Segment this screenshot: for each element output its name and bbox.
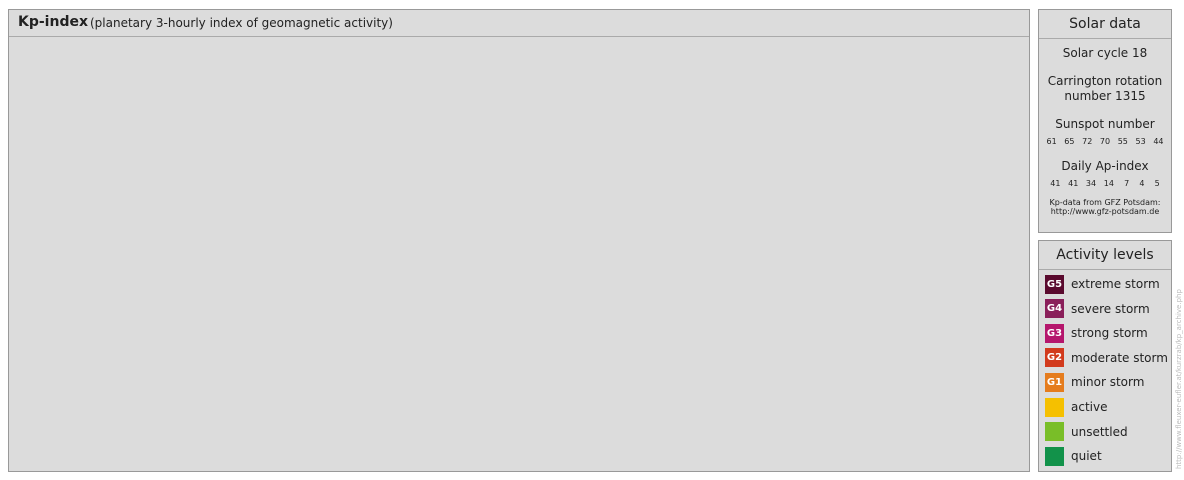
- legend-item: G3 strong storm: [1045, 323, 1148, 343]
- solar-cycle: Solar cycle 18: [1062, 46, 1148, 60]
- kp-chart-panel: Kp-index (planetary 3-hourly index of ge…: [8, 9, 1030, 472]
- legend-item: G2 moderate storm: [1045, 348, 1168, 368]
- legend-label: minor storm: [1071, 375, 1145, 390]
- chart-subtitle: (planetary 3-hourly index of geomagnetic…: [90, 16, 393, 30]
- legend-item: G1 minor storm: [1045, 372, 1144, 392]
- legend-label: extreme storm: [1071, 277, 1160, 291]
- legend-label: quiet: [1071, 449, 1102, 464]
- legend-label: active: [1071, 400, 1108, 414]
- chart-title: Kp-index: [18, 14, 88, 30]
- sunspot-values: 61 65 72 70 55 53 44: [1046, 137, 1164, 146]
- chart-header: Kp-index (planetary 3-hourly index of ge…: [9, 10, 1029, 37]
- sunspot-title: Sunspot number: [1055, 117, 1155, 131]
- ap-index-title: Daily Ap-index: [1061, 159, 1149, 173]
- solar-data-panel: Solar data Solar cycle 18 Carrington rot…: [1038, 9, 1172, 233]
- legend-item: G4 severe storm: [1045, 299, 1150, 319]
- watermark: http://www.fleuxer-eufler.at/kurzrab/kp_…: [1175, 289, 1183, 469]
- legend-swatch: G2: [1045, 348, 1064, 368]
- legend-swatch: G4: [1045, 299, 1064, 319]
- kp-credit-line2: http://www.gfz-potsdam.de: [1050, 207, 1160, 216]
- legend-swatch: [1045, 446, 1064, 466]
- ap-index-values: 41 41 34 14 7 4 5: [1050, 179, 1160, 188]
- carrington-rotation-line1: Carrington rotation: [1047, 74, 1163, 88]
- carrington-rotation-line2: number 1315: [1064, 89, 1146, 103]
- kp-credit-line1: Kp-data from GFZ Potsdam:: [1049, 198, 1161, 207]
- legend-swatch: G3: [1045, 323, 1064, 343]
- activity-levels-title: Activity levels: [1039, 241, 1171, 270]
- legend-swatch: [1045, 397, 1064, 417]
- legend-item: quiet: [1045, 446, 1102, 466]
- legend-swatch: G5: [1045, 274, 1064, 294]
- legend-item: G5 extreme storm: [1045, 274, 1160, 294]
- legend-label: strong storm: [1071, 326, 1148, 341]
- legend-label: unsettled: [1071, 424, 1128, 439]
- legend-item: active: [1045, 397, 1107, 417]
- legend-swatch: [1045, 422, 1064, 442]
- legend-swatch: G1: [1045, 372, 1064, 392]
- legend-label: severe storm: [1071, 301, 1150, 316]
- watermark-text: http://www.fleuxer-eufler.at/kurzrab/kp_…: [1175, 289, 1183, 469]
- legend-label: moderate storm: [1071, 350, 1168, 365]
- activity-levels-panel: Activity levels G5 extreme storm G4 severe …: [1038, 240, 1172, 472]
- solar-data-title: Solar data: [1039, 10, 1171, 39]
- legend-item: unsettled: [1045, 422, 1128, 442]
